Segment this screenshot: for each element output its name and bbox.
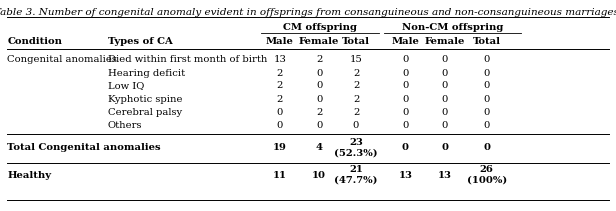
Text: 0: 0 xyxy=(442,95,448,104)
Text: 0: 0 xyxy=(316,69,322,77)
Text: 0: 0 xyxy=(484,107,490,116)
Text: Cerebral palsy: Cerebral palsy xyxy=(108,107,182,116)
Text: 0: 0 xyxy=(484,120,490,130)
Text: 19: 19 xyxy=(273,143,286,153)
Text: 0: 0 xyxy=(484,69,490,77)
Text: 0: 0 xyxy=(484,95,490,104)
Text: Low IQ: Low IQ xyxy=(108,81,144,91)
Text: 26
(100%): 26 (100%) xyxy=(466,165,507,185)
Text: 2: 2 xyxy=(353,107,359,116)
Text: 2: 2 xyxy=(353,81,359,91)
Text: 2: 2 xyxy=(316,55,322,65)
Text: 0: 0 xyxy=(441,143,448,153)
Text: Healthy: Healthy xyxy=(7,170,51,180)
Text: 0: 0 xyxy=(316,81,322,91)
Text: 2: 2 xyxy=(277,69,283,77)
Text: 0: 0 xyxy=(353,120,359,130)
Text: 13: 13 xyxy=(438,170,452,180)
Text: Female: Female xyxy=(299,38,339,46)
Text: 21
(47.7%): 21 (47.7%) xyxy=(334,165,378,185)
Text: 0: 0 xyxy=(483,143,490,153)
Text: Kyphotic spine: Kyphotic spine xyxy=(108,95,182,104)
Text: 2: 2 xyxy=(353,95,359,104)
Text: Died within first month of birth: Died within first month of birth xyxy=(108,55,267,65)
Text: 0: 0 xyxy=(402,81,408,91)
Text: 0: 0 xyxy=(316,95,322,104)
Text: 0: 0 xyxy=(442,120,448,130)
Text: 4: 4 xyxy=(315,143,323,153)
Text: CM offspring: CM offspring xyxy=(283,23,357,32)
Text: 0: 0 xyxy=(402,69,408,77)
Text: Male: Male xyxy=(265,38,294,46)
Text: 0: 0 xyxy=(442,55,448,65)
Text: 2: 2 xyxy=(277,95,283,104)
Text: Total: Total xyxy=(342,38,370,46)
Text: 2: 2 xyxy=(277,81,283,91)
Text: Table 3. Number of congenital anomaly evident in offsprings from consanguineous : Table 3. Number of congenital anomaly ev… xyxy=(0,8,616,17)
Text: 0: 0 xyxy=(402,95,408,104)
Text: 2: 2 xyxy=(353,69,359,77)
Text: 0: 0 xyxy=(402,55,408,65)
Text: 0: 0 xyxy=(442,107,448,116)
Text: Hearing deficit: Hearing deficit xyxy=(108,69,185,77)
Text: 0: 0 xyxy=(402,107,408,116)
Text: Types of CA: Types of CA xyxy=(108,38,172,46)
Text: 13: 13 xyxy=(274,55,286,65)
Text: 10: 10 xyxy=(312,170,326,180)
Text: 0: 0 xyxy=(316,120,322,130)
Text: 0: 0 xyxy=(484,55,490,65)
Text: 2: 2 xyxy=(316,107,322,116)
Text: Non-CM offspring: Non-CM offspring xyxy=(402,23,503,32)
Text: 0: 0 xyxy=(277,107,283,116)
Text: 23
(52.3%): 23 (52.3%) xyxy=(334,138,378,158)
Text: Others: Others xyxy=(108,120,142,130)
Text: 0: 0 xyxy=(484,81,490,91)
Text: Female: Female xyxy=(424,38,465,46)
Text: 0: 0 xyxy=(402,120,408,130)
Text: Total Congenital anomalies: Total Congenital anomalies xyxy=(7,143,161,153)
Text: Total: Total xyxy=(472,38,501,46)
Text: 0: 0 xyxy=(442,81,448,91)
Text: 15: 15 xyxy=(350,55,362,65)
Text: Male: Male xyxy=(391,38,419,46)
Text: 0: 0 xyxy=(442,69,448,77)
Text: 13: 13 xyxy=(399,170,412,180)
Text: 11: 11 xyxy=(273,170,286,180)
Text: Congenital anomalies: Congenital anomalies xyxy=(7,55,117,65)
Text: Condition: Condition xyxy=(7,38,62,46)
Text: 0: 0 xyxy=(277,120,283,130)
Text: 0: 0 xyxy=(402,143,409,153)
